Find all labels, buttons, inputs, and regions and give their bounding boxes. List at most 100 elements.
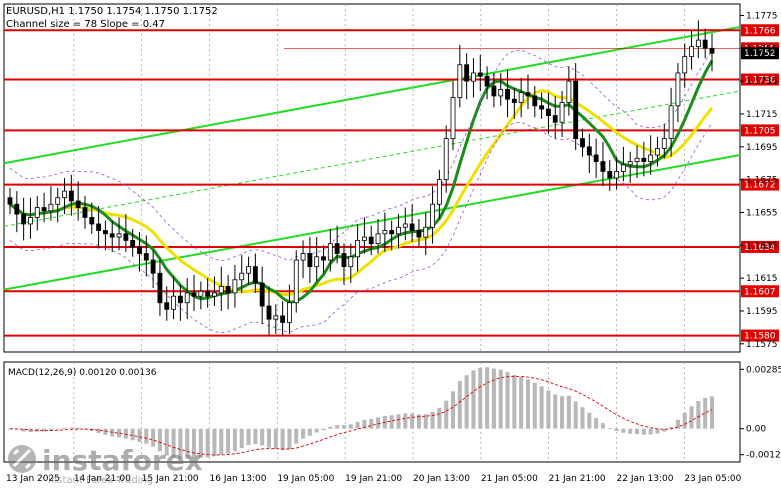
macd-histogram-bar (301, 428, 306, 439)
candle-body (225, 285, 231, 294)
level-badge (741, 124, 779, 137)
candle-body (689, 46, 694, 57)
candle-body (586, 146, 592, 156)
candle-body (116, 233, 122, 238)
watermark: instaforex Instant Forex Trading (8, 444, 203, 486)
level-badge (741, 178, 779, 191)
candle-body (171, 295, 176, 310)
candle-body (682, 56, 688, 74)
macd-histogram-bar (709, 396, 715, 429)
macd-histogram-bar (144, 428, 149, 444)
candle-body (48, 203, 54, 212)
macd-histogram-bar (437, 407, 442, 429)
candle-body (375, 233, 381, 245)
y-tick-label: 1.1575 (746, 340, 778, 350)
candle-body (130, 239, 136, 248)
macd-histogram-bar (669, 426, 674, 429)
macd-histogram-bar (478, 367, 483, 429)
candle-body (416, 230, 422, 238)
macd-y-label: 0.00 (746, 425, 766, 435)
macd-histogram-bar (457, 381, 462, 429)
candle-body (457, 64, 463, 98)
grid (3, 3, 741, 463)
candle-body (471, 72, 476, 82)
macd-histogram-bar (580, 407, 585, 429)
candle-body (102, 230, 108, 235)
macd-histogram-bar (266, 428, 272, 448)
macd-histogram-bar (450, 391, 456, 429)
macd-panel: 0.00285 0.00 -0.00125 (7, 365, 781, 461)
macd-histogram-bar (226, 428, 231, 454)
macd-histogram-bar (498, 369, 503, 429)
macd-histogram-bar (703, 397, 708, 429)
candle-body (348, 256, 354, 268)
candle-body (580, 138, 585, 148)
candle-body (7, 197, 13, 205)
macd-signal-line (9, 375, 713, 456)
macd-histogram-bar (607, 427, 612, 429)
macd-histogram-bar (614, 428, 619, 432)
candle-body (655, 148, 660, 156)
macd-histogram-bar (696, 400, 701, 429)
candle-body (382, 230, 388, 235)
macd-histogram-bar (485, 367, 490, 429)
y-tick-label: 1.1695 (746, 143, 778, 153)
candle-body (205, 290, 211, 297)
candle-body (450, 97, 456, 140)
macd-histogram-bar (546, 390, 551, 429)
macd-histogram-bar (430, 411, 435, 429)
macd-histogram-bar (294, 428, 299, 444)
candle-body (464, 64, 470, 82)
candle-body (505, 88, 510, 100)
macd-histogram-bar (246, 428, 251, 446)
candle-body (539, 105, 545, 110)
macd-histogram-bar (62, 427, 67, 429)
candle-body (436, 179, 442, 205)
price-frame (3, 3, 741, 353)
candle-body (300, 253, 306, 261)
level-badge (741, 329, 779, 342)
candle-body (368, 236, 374, 245)
candle-body (62, 190, 67, 199)
macd-histogram-bar (648, 428, 653, 435)
y-tick-label: 1.1675 (746, 176, 778, 186)
y-tick-label: 1.1735 (746, 77, 778, 87)
candle-body (293, 259, 299, 304)
chart-header-symbol: EURUSD,H1 1.1750 1.1754 1.1750 1.1752 (6, 6, 218, 17)
macd-histogram-bar (505, 372, 510, 429)
trend-channel (3, 25, 741, 291)
candle-body (321, 256, 326, 261)
candle-body (307, 253, 313, 268)
instaforex-logo-icon (8, 445, 36, 473)
price-axis: 13 Jan 2025 14 Jan 21:00 15 Jan 21:00 16 Ja… (6, 11, 778, 484)
macd-histogram-bar (553, 394, 558, 429)
candle-body (627, 161, 633, 166)
macd-histogram-bar (151, 428, 156, 447)
envelope-lower-line (9, 121, 713, 334)
x-tick-label: 14 Jan 21:00 (74, 474, 131, 484)
macd-histogram-bar (355, 421, 360, 429)
macd-histogram-bar (42, 428, 47, 432)
candle-body (675, 72, 681, 107)
macd-histogram-bar (21, 428, 26, 432)
macd-histogram-bar (376, 417, 381, 429)
macd-histogram-bar (321, 428, 326, 431)
channel-upper-line (3, 25, 741, 165)
macd-histogram-bar (137, 428, 142, 442)
macd-histogram-bar (560, 396, 565, 429)
candle-body (559, 102, 565, 123)
macd-histogram-bar (314, 428, 319, 433)
watermark-brand: instaforex (42, 444, 203, 477)
candle-body (614, 171, 620, 179)
macd-histogram-bar (198, 428, 203, 458)
ma-slow-line (9, 89, 714, 297)
macd-histogram-bar (587, 412, 592, 429)
macd-histogram-bar (260, 428, 265, 446)
macd-frame (3, 361, 741, 463)
macd-histogram-bar (519, 376, 524, 429)
macd-histogram-bar (396, 414, 401, 429)
level-badge (741, 73, 779, 86)
macd-histogram-bar (512, 375, 517, 429)
macd-histogram-bar (628, 428, 633, 434)
